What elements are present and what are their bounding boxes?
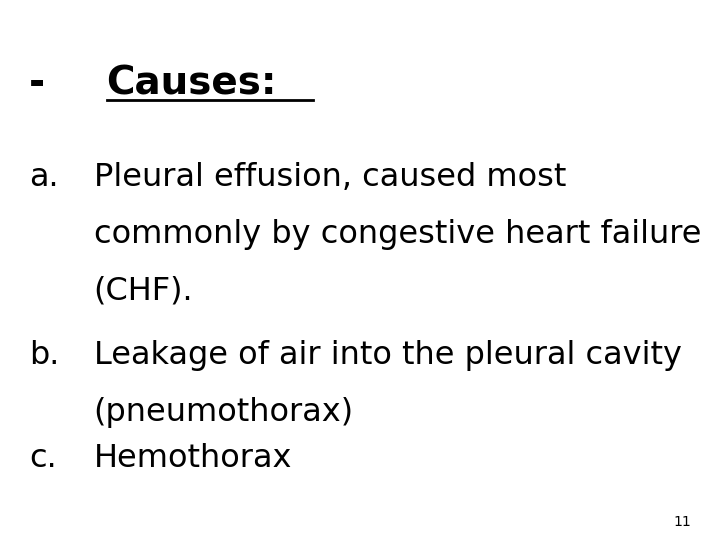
Text: b.: b. <box>29 340 59 371</box>
Text: a.: a. <box>29 162 58 193</box>
Text: Causes:: Causes: <box>107 65 277 103</box>
Text: commonly by congestive heart failure: commonly by congestive heart failure <box>94 219 701 249</box>
Text: (pneumothorax): (pneumothorax) <box>94 397 354 428</box>
Text: c.: c. <box>29 443 57 474</box>
Text: Pleural effusion, caused most: Pleural effusion, caused most <box>94 162 566 193</box>
Text: (CHF).: (CHF). <box>94 275 193 306</box>
Text: Hemothorax: Hemothorax <box>94 443 292 474</box>
Text: -: - <box>29 65 72 103</box>
Text: Leakage of air into the pleural cavity: Leakage of air into the pleural cavity <box>94 340 682 371</box>
Text: 11: 11 <box>673 515 691 529</box>
